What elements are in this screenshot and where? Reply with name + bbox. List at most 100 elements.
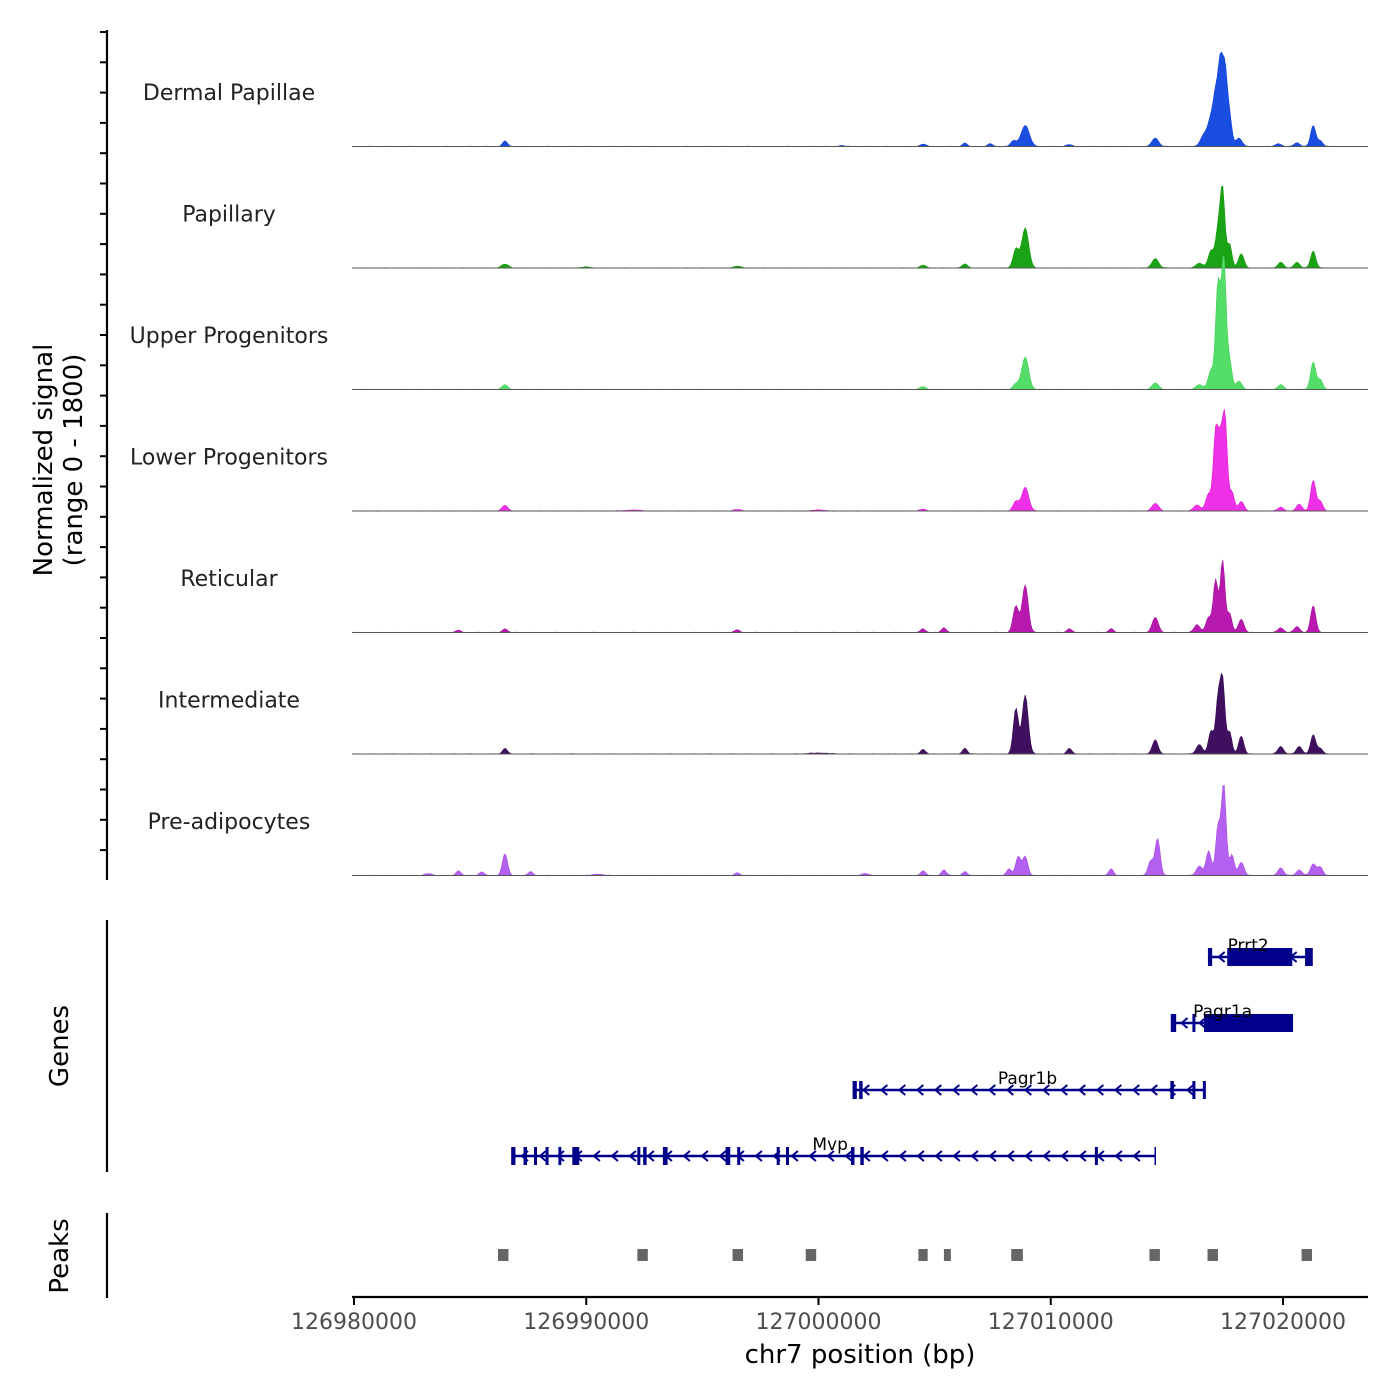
gene-label: Mvp — [812, 1135, 848, 1155]
signal-track — [352, 784, 1368, 876]
exon — [785, 1147, 789, 1165]
peak-region — [1011, 1249, 1023, 1261]
strand-arrow — [1059, 1084, 1068, 1096]
exon — [558, 1147, 562, 1165]
signal-area — [353, 559, 1365, 633]
exon — [1192, 1014, 1196, 1032]
strand-arrow — [1113, 1084, 1122, 1096]
strand-arrow — [879, 1084, 888, 1096]
strand-arrow — [988, 1150, 997, 1162]
strand-arrow — [1114, 1150, 1123, 1162]
exon — [853, 1081, 857, 1099]
strand-arrow — [916, 1150, 925, 1162]
x-tick-label: 127020000 — [1220, 1310, 1346, 1335]
gene: Prrt2 — [1207, 936, 1313, 966]
strand-arrow — [592, 1150, 601, 1162]
track-label: Pre-adipocytes — [148, 810, 311, 835]
strand-arrow — [1042, 1150, 1051, 1162]
signal-area — [353, 409, 1365, 512]
gene-label: Pagr1a — [1193, 1002, 1252, 1022]
signal-area — [354, 185, 1365, 269]
peak-region — [1149, 1249, 1160, 1261]
exon — [545, 1147, 549, 1165]
exon — [851, 1147, 855, 1165]
peak-region — [637, 1249, 648, 1261]
exon — [1208, 948, 1213, 966]
peak-region — [805, 1249, 817, 1261]
strand-arrow — [897, 1084, 906, 1096]
gene-track: Prrt2 Pagr1a Pagr1b Mvp — [511, 936, 1313, 1165]
strand-arrow — [610, 1150, 619, 1162]
y-axis-title-line1: Normalized signal — [29, 344, 59, 577]
strand-arrow — [538, 1150, 547, 1162]
peaks-axis-title: Peaks — [45, 1218, 75, 1293]
strand-arrow — [628, 1150, 637, 1162]
exon — [1192, 1081, 1196, 1099]
strand-arrow — [1095, 1084, 1104, 1096]
strand-arrow — [1149, 1084, 1158, 1096]
strand-arrow — [1006, 1150, 1015, 1162]
strand-arrow — [969, 1084, 978, 1096]
track-label: Intermediate — [158, 689, 300, 714]
exon — [725, 1147, 731, 1165]
signal-track — [352, 256, 1368, 390]
exon — [859, 1081, 863, 1099]
exon — [511, 1147, 516, 1165]
peak-region — [918, 1249, 928, 1261]
strand-arrow — [987, 1084, 996, 1096]
exon — [1171, 1014, 1177, 1032]
strand-arrow — [862, 1150, 871, 1162]
strand-arrow — [934, 1150, 943, 1162]
strand-arrow — [880, 1150, 889, 1162]
peak-region — [1301, 1249, 1313, 1261]
strand-arrow — [970, 1150, 979, 1162]
x-tick-label: 126990000 — [523, 1310, 649, 1335]
exon — [662, 1147, 668, 1165]
strand-arrow — [808, 1150, 817, 1162]
exon — [1305, 948, 1313, 966]
exon — [533, 1147, 537, 1165]
gene: Mvp — [511, 1135, 1157, 1165]
exon — [860, 1147, 864, 1165]
genes-axis-title: Genes — [45, 1005, 75, 1087]
track-label: Upper Progenitors — [130, 324, 329, 349]
peak-region — [732, 1249, 744, 1261]
exon — [1170, 1081, 1174, 1099]
y-axis-title-line2: (range 0 - 1800) — [59, 354, 89, 567]
signal-tracks — [352, 51, 1368, 876]
track-label: Reticular — [180, 567, 278, 592]
peak-region — [1207, 1249, 1218, 1261]
gene: Pagr1b — [852, 1069, 1206, 1099]
peak-track — [497, 1249, 1313, 1261]
peak-region — [943, 1249, 951, 1261]
strand-arrow — [1060, 1150, 1069, 1162]
signal-area — [353, 256, 1365, 390]
strand-arrow — [1185, 1084, 1194, 1096]
signal-track — [352, 672, 1368, 755]
exon — [1204, 1014, 1293, 1032]
track-label: Papillary — [182, 203, 276, 228]
x-tick-label: 127000000 — [756, 1310, 882, 1335]
strand-arrow — [754, 1150, 763, 1162]
gene-label: Pagr1b — [998, 1069, 1057, 1089]
strand-arrow — [1024, 1150, 1033, 1162]
peak-region — [497, 1249, 509, 1261]
x-axis: 126980000 126990000 127000000 127010000 1270… — [291, 1295, 1368, 1335]
exon — [1227, 948, 1293, 966]
exon — [776, 1147, 780, 1165]
signal-track — [352, 185, 1368, 269]
exon — [737, 1147, 741, 1165]
signal-track — [352, 559, 1368, 633]
exon — [643, 1147, 647, 1165]
strand-arrow — [718, 1150, 727, 1162]
strand-arrow — [951, 1084, 960, 1096]
gene-label: Prrt2 — [1228, 936, 1269, 956]
strand-arrow — [1023, 1084, 1032, 1096]
track-label: Lower Progenitors — [130, 446, 328, 471]
strand-arrow — [1005, 1084, 1014, 1096]
exon — [1202, 1081, 1206, 1099]
exon — [637, 1147, 641, 1165]
strand-arrow — [933, 1084, 942, 1096]
strand-arrow — [1041, 1084, 1050, 1096]
